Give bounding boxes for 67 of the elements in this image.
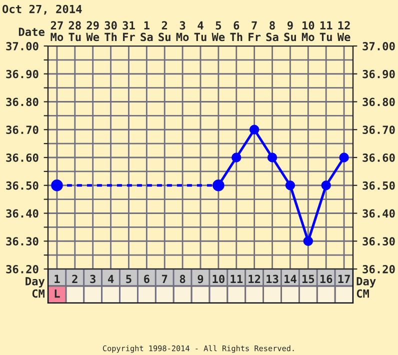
y2-tick-label: 36.40 — [362, 209, 395, 218]
y-tick-label: 36.70 — [6, 126, 38, 134]
x-tick-label: 12 — [248, 274, 260, 283]
chart-title: Oct 27, 2014 — [2, 4, 82, 15]
x-tick-label: 7 — [162, 274, 168, 283]
text: 8 Sa — [266, 21, 278, 42]
text: 7 Fr — [248, 21, 261, 42]
text: 9 Su — [284, 21, 296, 42]
x-tick-label: 16 — [320, 274, 332, 284]
x-tick-label: 11 — [230, 274, 243, 283]
point — [339, 152, 349, 162]
y-tick-label: 36.20 — [6, 264, 38, 274]
y-tick-label: 36.60 — [6, 153, 38, 162]
point — [285, 180, 296, 190]
text: 3 Mo — [176, 21, 189, 42]
text: 10 Mo — [302, 21, 314, 42]
y2-tick-label: 36.80 — [362, 98, 395, 106]
point — [232, 152, 242, 162]
x-tick-label: 4 — [108, 274, 114, 283]
x-tick-label: 1 — [54, 274, 60, 283]
y2-tick-label: 36.70 — [362, 126, 395, 134]
point — [267, 152, 278, 162]
text: 27 Mo — [50, 21, 64, 42]
point — [303, 236, 314, 246]
x-tick-label: 17 — [338, 274, 350, 283]
x-tick-label: 5 — [126, 274, 132, 284]
y2-tick-label: 36.60 — [362, 153, 395, 162]
x2-axis-title: Date — [18, 28, 44, 36]
text: 31 Fr — [122, 21, 135, 42]
y-tick-label: 36.80 — [6, 98, 38, 106]
point — [249, 124, 260, 134]
text: 5 We — [212, 21, 225, 42]
x-tick-label: 3 — [90, 274, 96, 284]
point — [51, 179, 63, 192]
text: 6 Th — [230, 21, 242, 42]
y2-tick-label: 36.30 — [362, 237, 395, 246]
y-tick-label: 36.50 — [6, 181, 38, 190]
y-tick-label: 36.40 — [6, 209, 38, 218]
x-tick-label: 10 — [212, 274, 224, 284]
text: 2 Su — [158, 21, 170, 42]
x-tick-label: 2 — [72, 274, 78, 283]
text: CM — [356, 289, 369, 298]
x-tick-label: 6 — [144, 274, 150, 284]
text: 28 Tu — [68, 21, 81, 42]
y-tick-label: 36.90 — [6, 70, 38, 78]
x-tick-label: 15 — [302, 274, 314, 284]
x-tick-label: 14 — [284, 274, 296, 283]
y2-tick-label: 37.00 — [362, 42, 395, 50]
x-axis-title: Day — [26, 277, 45, 288]
text: L — [54, 289, 60, 298]
y-tick-label: 37.00 — [6, 42, 38, 50]
y2-tick-label: 36.20 — [362, 264, 395, 274]
y-tick-label: 36.30 — [6, 237, 38, 246]
text: 11 Tu — [320, 21, 332, 42]
text: 30 Th — [104, 21, 117, 42]
text: 4 Tu — [194, 21, 206, 42]
text: 12 We — [337, 21, 350, 42]
y2-tick-label: 36.90 — [362, 70, 395, 78]
text: Day — [356, 277, 376, 288]
text: 1 Sa — [140, 21, 153, 42]
y2-tick-label: 36.50 — [362, 181, 395, 190]
text: 29 We — [86, 21, 100, 42]
x-tick-label: 8 — [180, 274, 186, 284]
point — [321, 180, 331, 190]
x-tick-label: 13 — [266, 274, 278, 284]
text: CM — [32, 289, 44, 298]
x-tick-label: 9 — [198, 274, 204, 284]
